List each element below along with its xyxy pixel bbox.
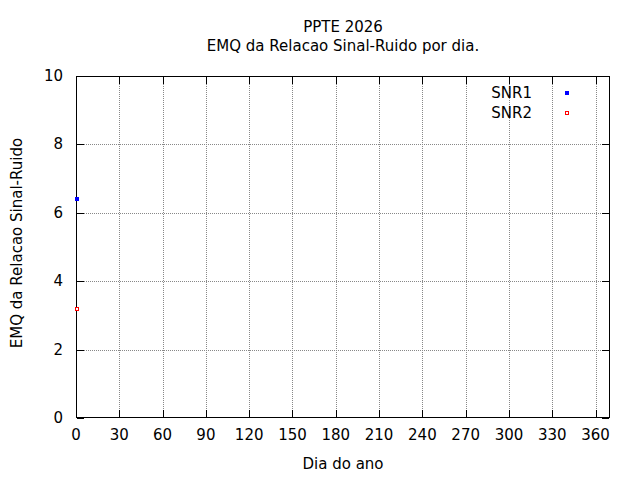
y-tick-mark-right (602, 213, 609, 214)
y-tick-label: 0 (23, 409, 63, 427)
x-tick-mark-top (206, 77, 207, 84)
x-tick-mark (76, 410, 77, 417)
x-tick-mark (379, 410, 380, 417)
x-tick-mark-top (379, 77, 380, 84)
gridline-horizontal (77, 350, 609, 351)
gridline-horizontal (77, 281, 609, 282)
y-tick-mark-right (602, 281, 609, 282)
x-tick-mark-top (422, 77, 423, 84)
gridline-vertical (422, 77, 423, 417)
x-tick-mark-top (163, 77, 164, 84)
y-tick-mark (77, 350, 84, 351)
y-tick-mark (77, 76, 84, 77)
x-tick-mark-top (292, 77, 293, 84)
x-tick-mark-top (509, 77, 510, 84)
gridline-vertical (292, 77, 293, 417)
y-tick-mark-right (602, 76, 609, 77)
x-tick-mark (292, 410, 293, 417)
y-tick-mark (77, 418, 84, 419)
y-tick-label: 8 (23, 135, 63, 153)
x-tick-mark-top (119, 77, 120, 84)
gridline-horizontal (77, 144, 609, 145)
x-tick-mark (422, 410, 423, 417)
y-tick-label: 6 (23, 204, 63, 222)
y-axis-label: EMQ da Relacao Sinal-Ruido (8, 138, 26, 348)
x-tick-mark (552, 410, 553, 417)
gridline-vertical (509, 77, 510, 417)
x-tick-mark (509, 410, 510, 417)
x-tick-mark (249, 410, 250, 417)
gridline-vertical (163, 77, 164, 417)
x-tick-mark (596, 410, 597, 417)
plot-area (76, 76, 610, 418)
y-tick-label: 2 (23, 341, 63, 359)
gridline-horizontal (77, 213, 609, 214)
x-tick-mark-top (76, 77, 77, 84)
legend-label-snr2: SNR2 (412, 105, 532, 122)
x-tick-mark (466, 410, 467, 417)
y-tick-mark-right (602, 350, 609, 351)
x-tick-label: 360 (566, 426, 626, 444)
gridline-vertical (119, 77, 120, 417)
x-tick-mark (119, 410, 120, 417)
x-tick-mark (163, 410, 164, 417)
chart-canvas: PPTE 2026 EMQ da Relacao Sinal-Ruido por… (0, 0, 640, 480)
chart-subtitle: EMQ da Relacao Sinal-Ruido por dia. (76, 37, 610, 56)
y-tick-mark (77, 281, 84, 282)
x-tick-mark-top (596, 77, 597, 84)
data-point-snr2 (75, 307, 79, 311)
gridline-vertical (552, 77, 553, 417)
gridline-vertical (336, 77, 337, 417)
legend-label-snr1: SNR1 (412, 85, 532, 102)
gridline-vertical (249, 77, 250, 417)
y-tick-label: 4 (23, 272, 63, 290)
y-tick-mark-right (602, 418, 609, 419)
y-tick-mark (77, 213, 84, 214)
data-point-snr1 (75, 197, 79, 201)
gridline-vertical (466, 77, 467, 417)
x-tick-mark-top (466, 77, 467, 84)
y-tick-mark (77, 144, 84, 145)
x-tick-mark-top (249, 77, 250, 84)
gridline-vertical (206, 77, 207, 417)
x-axis-label: Dia do ano (76, 455, 610, 473)
gridline-vertical (596, 77, 597, 417)
y-tick-label: 10 (23, 67, 63, 85)
y-tick-mark-right (602, 144, 609, 145)
x-tick-mark-top (336, 77, 337, 84)
chart-title: PPTE 2026 (76, 18, 610, 37)
x-tick-mark (206, 410, 207, 417)
x-tick-mark (336, 410, 337, 417)
snr1-legend-marker-icon (565, 91, 569, 95)
gridline-vertical (379, 77, 380, 417)
x-tick-mark-top (552, 77, 553, 84)
snr2-legend-marker-icon (565, 111, 569, 115)
